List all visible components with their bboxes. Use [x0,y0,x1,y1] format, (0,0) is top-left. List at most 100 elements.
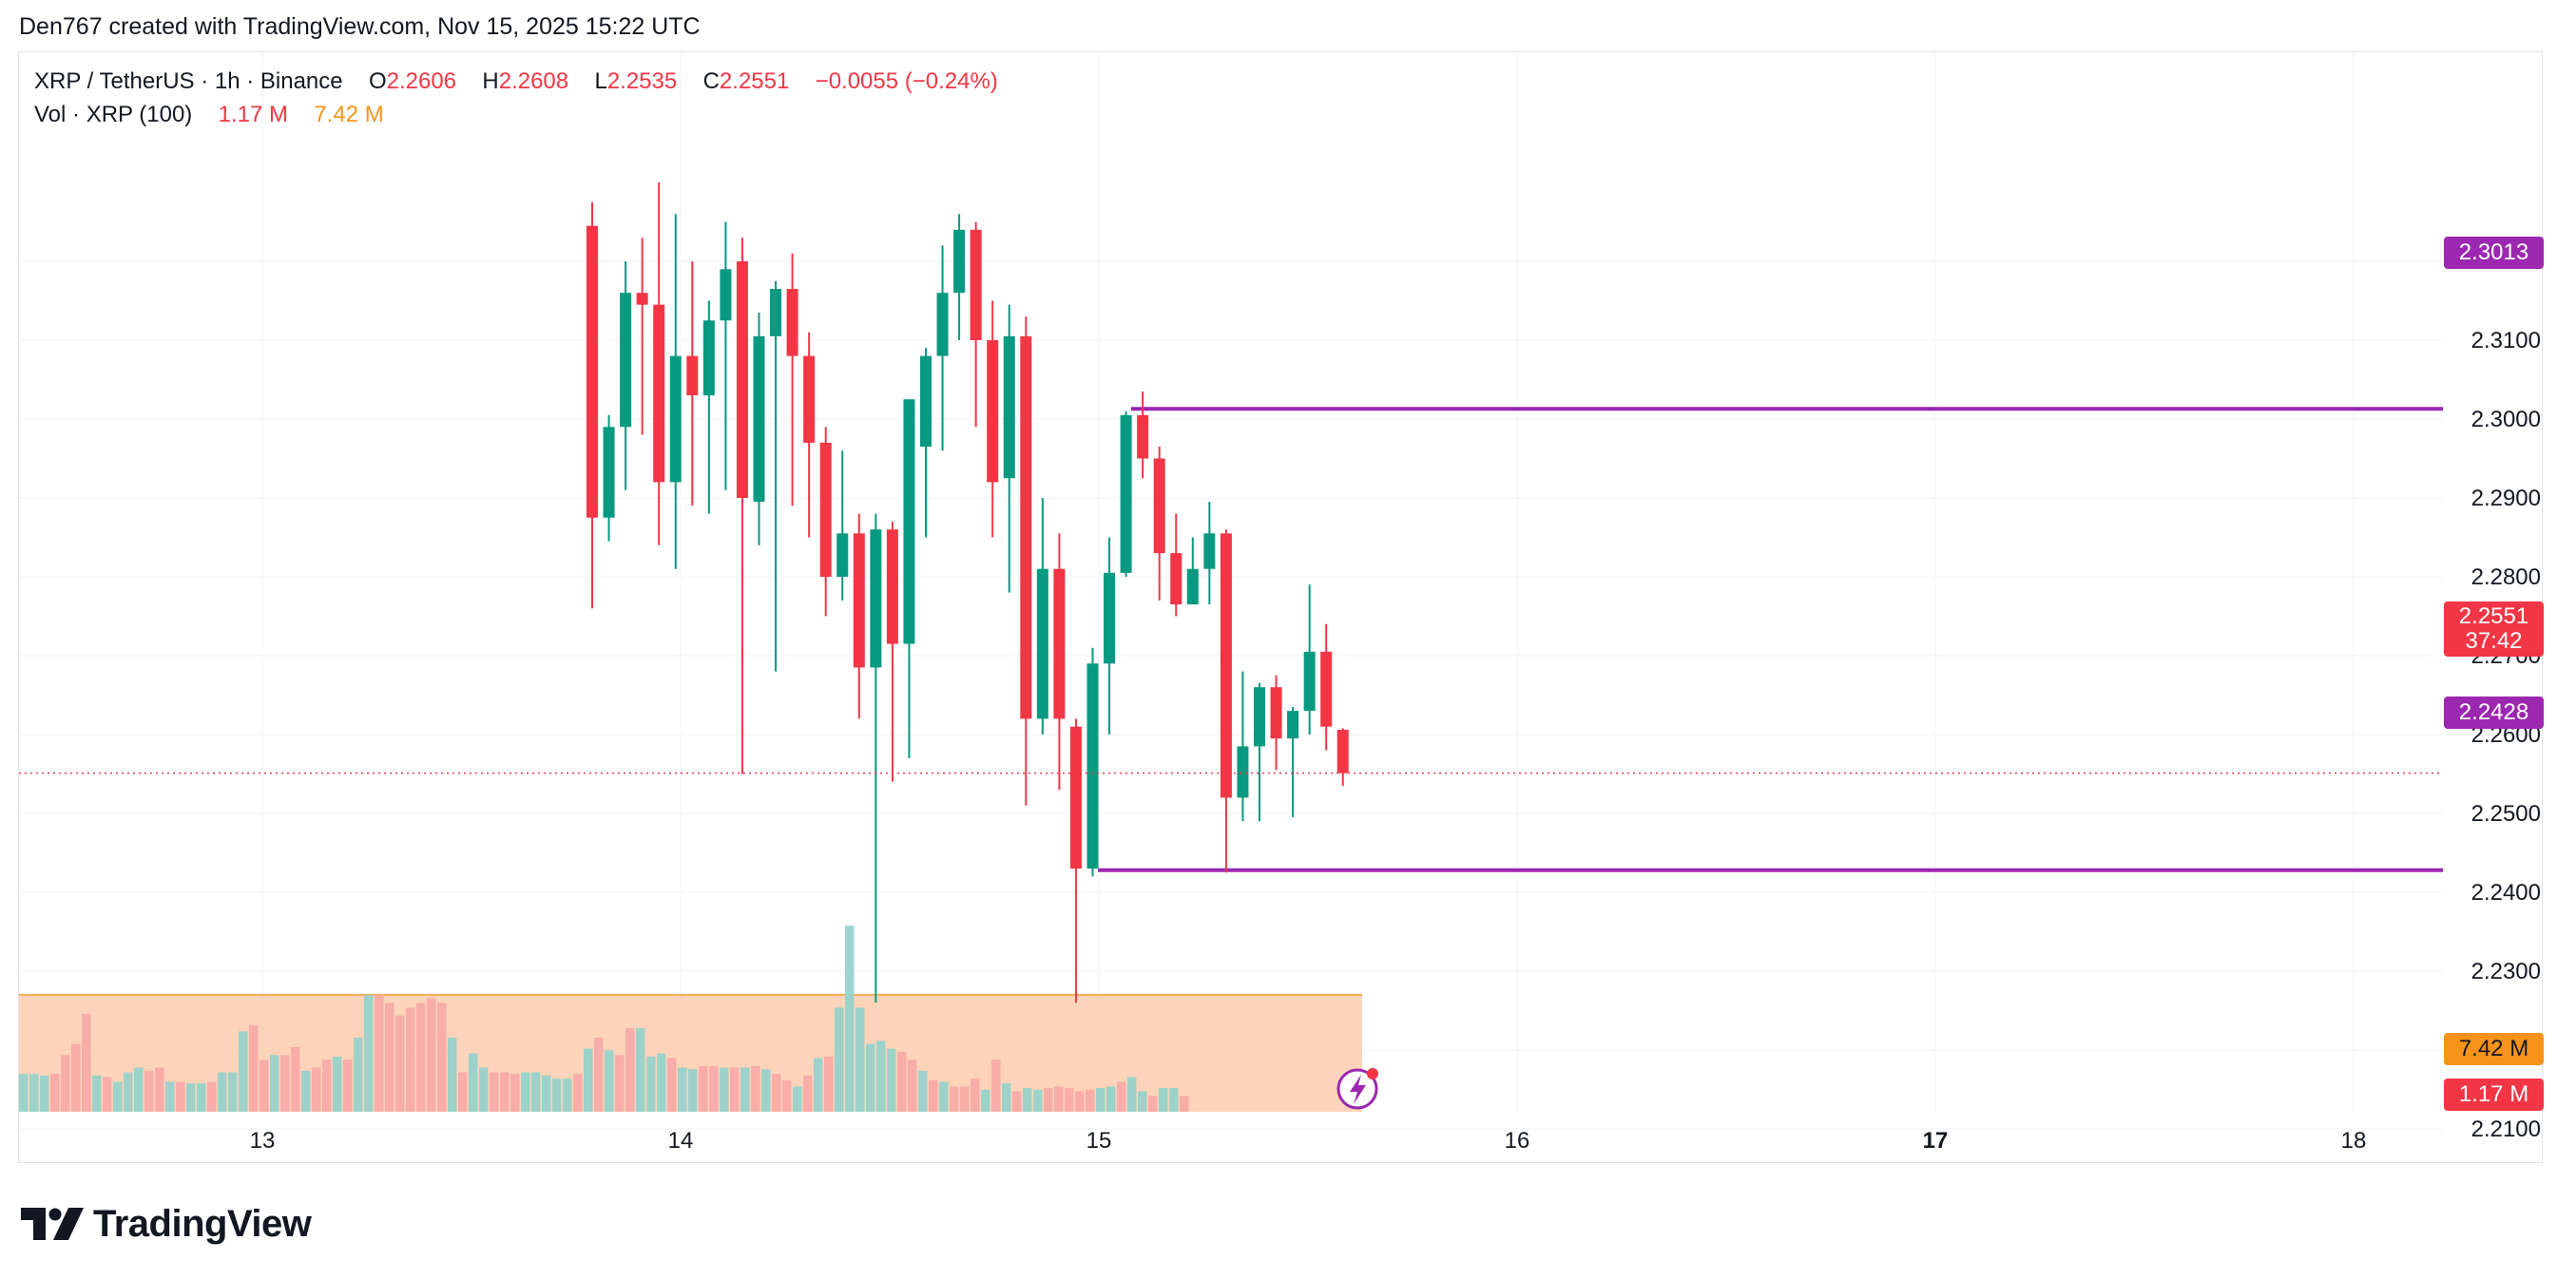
candle [753,312,765,545]
candle-body [836,533,849,577]
grid [19,52,2443,1130]
volume-bar [709,1065,719,1112]
volume-bar [427,998,436,1112]
volume-bar [531,1072,541,1112]
high-label: H [482,68,499,94]
volume-bar [92,1075,102,1112]
volume-bar [605,1050,614,1112]
volume-bar [270,1055,279,1112]
volume-bar [908,1059,917,1112]
volume-bar [720,1067,729,1112]
candle-body [736,261,748,498]
candle-body [1069,726,1082,869]
volume-bar [845,926,855,1112]
volume-bar [1065,1088,1074,1112]
candle-body [1137,414,1149,459]
chart-credit: Den767 created with TradingView.com, Nov… [19,13,701,40]
candle-body [1186,568,1199,605]
candle-body [653,304,665,483]
candle [620,261,632,490]
candle [803,332,816,538]
volume-bar [385,1002,394,1112]
volume-row: Vol · XRP (100) 1.17 M 7.42 M [34,98,998,131]
volume-bar [510,1074,520,1112]
volume-bar [82,1014,91,1112]
candle-body [920,355,932,448]
candle-body [1320,651,1333,727]
volume-bar [1169,1088,1179,1112]
candle-body [1104,572,1116,664]
volume-bar [584,1048,593,1112]
ohlc-row: XRP / TetherUS · 1h · Binance O2.2606 H2… [34,65,998,98]
volume-bar [552,1079,562,1112]
volume-bar [730,1067,740,1112]
tradingview-logo[interactable]: TradingView [21,1201,312,1247]
candle-body [702,320,715,396]
volume-bar [594,1037,604,1112]
volume-bar [646,1056,656,1112]
candle-body [870,529,882,668]
volume-bar [124,1072,133,1112]
candle [720,221,732,490]
volume-bar [761,1069,771,1112]
volume-bar [1148,1096,1158,1112]
volume-bar [19,1074,29,1112]
volume-bar [103,1077,112,1112]
x-tick-label: 18 [2341,1128,2367,1154]
volume-bar [1054,1086,1064,1112]
volume-bar [186,1083,196,1112]
candle [1220,529,1232,873]
candle-body [720,269,732,321]
candle-body [853,533,865,668]
volume-bar [500,1072,509,1112]
volume-bar [740,1067,750,1112]
volume-bar [1086,1089,1095,1112]
volume-bar [950,1086,959,1112]
volume-bar [113,1081,123,1112]
volume-bar [897,1051,907,1112]
candle-body [1270,687,1282,739]
candle-body [1053,568,1066,719]
candle [1320,623,1333,751]
open-label: O [368,68,387,94]
candle-body [953,229,966,294]
volume-bar [1127,1077,1137,1112]
symbol-label: XRP / TetherUS · 1h · Binance [34,68,343,94]
candle-body [1336,730,1349,773]
candle-body [753,335,765,503]
volume-value: 1.17 M [218,102,289,127]
candle [920,348,932,538]
candle [1086,647,1099,877]
candle [1203,502,1216,605]
candle [836,450,849,601]
volume-bar [155,1067,164,1112]
volume-bar [165,1081,175,1112]
candle [603,414,615,542]
candle [1104,537,1116,735]
volume-bar [657,1053,666,1112]
candle-body [636,293,648,305]
tradingview-logo-text: TradingView [93,1202,312,1245]
volume-bar [1106,1086,1116,1112]
candle-body [1086,663,1099,869]
candle [953,214,966,340]
y-tick-label: 2.2500 [2471,801,2541,827]
volume-bar [929,1079,938,1112]
volume-bar [176,1081,185,1112]
volume-bar [437,1002,447,1112]
upper-level-tag: 2.3013 [2444,237,2544,269]
candle [1170,513,1182,617]
volume-bar [699,1065,708,1112]
replay-icon[interactable] [1336,1068,1378,1110]
volume-bar [228,1072,238,1112]
volume-bar [1117,1081,1126,1112]
volume-bar [322,1059,332,1112]
y-tick-label: 2.3000 [2471,407,2541,432]
candle-body [620,293,632,428]
candle-body [1003,335,1015,479]
candles [586,182,1349,1003]
volume-bar [678,1067,687,1112]
candle [1003,304,1015,593]
volume-bar [280,1055,290,1112]
